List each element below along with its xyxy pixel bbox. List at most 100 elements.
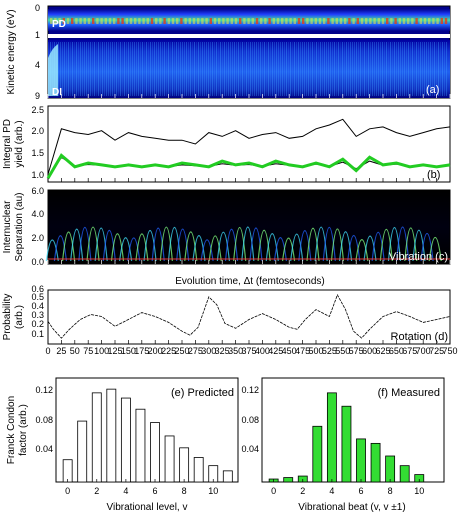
pd-hotspot [302, 18, 305, 24]
time-tick-label: 725 [429, 346, 444, 356]
panel-e-label: (e) Predicted [171, 387, 234, 399]
panel-b-ylabel-2: yield (arb.) [14, 120, 25, 167]
di-streak [96, 42, 97, 96]
pd-hotspot [415, 18, 418, 24]
di-streak [426, 42, 427, 96]
panel-d-ylabel-2: (arb.) [14, 305, 25, 329]
di-streak [156, 42, 157, 96]
di-streak [150, 42, 151, 96]
pd-hotspot [197, 18, 200, 24]
time-tick-label: 50 [70, 346, 80, 356]
pd-hotspot [247, 18, 250, 24]
panel-c-label: Vibration (c) [389, 251, 448, 263]
di-streak [104, 42, 105, 96]
pd-hotspot [108, 18, 112, 24]
time-tick-label: 575 [349, 346, 364, 356]
di-streak [228, 42, 229, 96]
di-streak [120, 42, 121, 96]
di-streak [134, 42, 135, 96]
pd-hotspot [150, 18, 154, 24]
pd-hotspot [335, 18, 338, 24]
di-streak [328, 42, 329, 96]
wavepacket-arc [257, 229, 271, 262]
time-tick-label: 550 [335, 346, 350, 356]
di-streak [250, 42, 251, 96]
wavepacket-arc [241, 226, 255, 262]
di-streak [318, 42, 319, 96]
wavepacket-arc [135, 233, 149, 262]
di-streak [136, 42, 137, 96]
di-streak [164, 42, 165, 96]
di-band [48, 40, 450, 98]
pd-hotspot [75, 18, 78, 24]
pd-hotspot [272, 18, 275, 24]
wavepacket-arc [322, 226, 336, 262]
di-streak [208, 42, 209, 96]
di-streak [100, 42, 101, 96]
di-streak [128, 42, 129, 96]
di-streak [86, 42, 87, 96]
wavepacket-arc [265, 233, 279, 262]
bar-xtick-label: 6 [359, 486, 364, 496]
pd-hotspot [352, 18, 355, 24]
wavepacket-arc [45, 239, 59, 262]
pd-hotspot [327, 18, 330, 24]
di-streak [412, 42, 413, 96]
di-streak [140, 42, 141, 96]
di-streak [176, 42, 177, 96]
di-streak [404, 42, 405, 96]
bar-xtick-label: 0 [271, 486, 276, 496]
di-streak [332, 42, 333, 96]
di-streak [108, 42, 109, 96]
pd-hotspot [297, 18, 301, 24]
di-streak [116, 42, 117, 96]
di-streak [170, 42, 171, 96]
pd-yield-upper [47, 118, 451, 175]
pd-hotspot [125, 18, 128, 24]
predicted-bar [193, 457, 204, 483]
di-streak [342, 42, 343, 96]
di-streak [178, 42, 179, 96]
di-streak [242, 42, 243, 96]
time-tick-label: 600 [362, 346, 377, 356]
di-streak [314, 42, 315, 96]
di-streak [244, 42, 245, 96]
pd-hotspot [234, 18, 238, 24]
di-streak [166, 42, 167, 96]
panel-b-lines [46, 118, 451, 179]
panel-f-frame [261, 377, 445, 483]
di-streak [288, 42, 289, 96]
di-streak [394, 42, 395, 96]
di-streak [168, 42, 169, 96]
pd-hotspot [407, 18, 410, 24]
di-streak [360, 42, 361, 96]
vibration-wavepacket [45, 226, 450, 262]
pd-hotspot [134, 18, 137, 24]
pd-hotspot [113, 18, 116, 24]
pd-hotspot [268, 18, 271, 24]
pd-hotspot [205, 18, 208, 24]
di-streak [306, 42, 307, 96]
di-streak [82, 42, 83, 96]
wavepacket-arc [192, 235, 206, 262]
measured-bar [312, 425, 323, 483]
pd-hotspot [66, 18, 70, 24]
di-streak [154, 42, 155, 96]
time-tick-label: 500 [308, 346, 323, 356]
di-streak [420, 42, 421, 96]
time-tick-label: 100 [94, 346, 109, 356]
panel-b-ytick-0: 1.0 [31, 170, 44, 180]
di-streak [446, 42, 447, 96]
di-streak [300, 42, 301, 96]
pd-hotspot [192, 18, 196, 24]
panel-b-label: (b) [427, 169, 440, 181]
bar-xtick-label: 2 [94, 486, 99, 496]
pd-hotspot [436, 18, 439, 24]
di-streak [354, 42, 355, 96]
measured-bar [370, 442, 381, 483]
pd-hotspot [142, 18, 145, 24]
wavepacket-arc [200, 239, 214, 262]
di-streak [74, 42, 75, 96]
di-streak [66, 42, 67, 96]
